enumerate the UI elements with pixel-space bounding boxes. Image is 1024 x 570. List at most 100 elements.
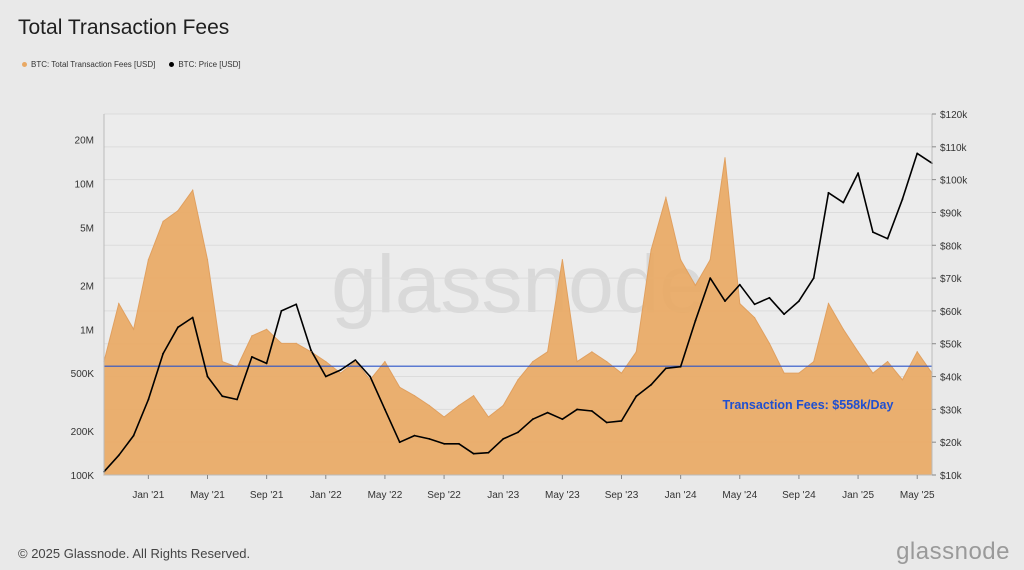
y-right-tick-label: $60k [940,307,963,318]
y-right-tick-label: $120k [940,110,968,121]
x-tick-label: Jan '22 [310,490,342,501]
data-point-fees [606,361,608,363]
data-point-fees [384,361,386,363]
y-left-tick-label: 100K [71,471,95,482]
data-point-fees [251,335,253,337]
data-point-fees [295,342,297,344]
data-point-price [517,431,519,434]
legend-label-price: BTC: Price [USD] [178,60,241,69]
data-point-fees [650,249,652,251]
data-point-fees [443,416,445,418]
data-point-price [369,375,371,378]
chart-title: Total Transaction Fees [18,16,230,39]
data-point-price [916,152,919,155]
data-point-price [458,442,460,445]
data-point-price [339,369,342,371]
y-left-tick-label: 5M [80,223,94,234]
legend: BTC: Total Transaction Fees [USD] BTC: P… [22,60,241,69]
data-point-fees [827,303,830,305]
data-point-fees [192,189,194,191]
data-point-fees [872,372,874,374]
data-point-fees [517,379,519,381]
data-point-price [886,237,889,240]
data-point-fees [413,395,416,397]
x-tick-label: Jan '24 [665,490,697,501]
y-left-tick-label: 1M [80,325,94,336]
data-point-price [738,283,741,286]
data-point-price [147,398,150,401]
data-point-price [384,408,386,411]
y-right-tick-label: $10k [940,471,963,482]
data-point-price [620,420,623,422]
data-point-price [827,191,830,194]
data-point-price [709,277,712,279]
y-right-tick-label: $70k [940,274,963,285]
data-point-fees [487,416,489,418]
data-point-fees [458,404,460,407]
data-point-fees [280,342,282,344]
data-point-price [221,395,224,398]
legend-item-fees[interactable]: BTC: Total Transaction Fees [USD] [22,60,155,69]
data-point-fees [857,351,859,353]
y-left-tick-label: 20M [75,136,94,147]
data-point-price [206,375,209,378]
data-point-price [798,300,800,302]
data-point-price [472,452,475,455]
data-point-price [694,319,697,322]
data-point-fees [813,361,815,363]
data-point-fees [354,361,356,363]
data-point-fees [887,361,889,363]
data-point-price [162,352,165,355]
y-right-tick-label: $100k [940,176,968,187]
data-point-price [295,303,298,306]
data-point-price [857,172,859,175]
data-point-fees [680,259,682,261]
data-point-price [236,398,239,401]
brand-logo: glassnode [896,538,1010,565]
y-left-tick-label: 2M [80,281,94,292]
legend-item-price[interactable]: BTC: Price [USD] [169,60,241,69]
data-point-fees [842,328,844,330]
data-point-price [635,395,638,398]
data-point-price [812,277,815,279]
data-point-fees [576,361,578,363]
y-right-tick-label: $80k [940,241,963,252]
data-point-price [132,434,135,437]
data-point-fees [739,303,741,305]
data-point-fees [236,366,238,368]
x-tick-label: Sep '23 [605,490,639,501]
y-right-tick-label: $110k [940,143,968,154]
data-point-fees [798,372,800,374]
data-point-price [901,198,904,201]
data-point-price [753,303,756,306]
data-point-price [591,410,593,412]
legend-swatch-fees [22,62,27,67]
data-point-fees [206,259,209,261]
data-point-price [576,408,578,411]
data-point-price [679,365,682,368]
data-point-fees [473,395,475,397]
data-point-price [117,454,120,457]
data-point-fees [221,361,223,363]
legend-label-fees: BTC: Total Transaction Fees [USD] [31,60,156,69]
y-left-tick-label: 200K [71,427,95,438]
y-right-tick-label: $20k [940,438,963,449]
data-point-fees [620,372,623,374]
data-point-fees [783,372,785,374]
data-point-price [324,375,327,378]
x-tick-label: May '22 [368,490,403,501]
data-point-fees [399,386,401,388]
data-point-price [398,441,401,444]
data-point-fees [162,220,164,222]
data-point-fees [635,351,637,353]
data-point-fees [133,328,135,330]
data-point-fees [709,259,711,261]
data-point-price [413,434,416,437]
x-tick-label: May '21 [190,490,225,501]
data-point-price [487,451,490,454]
data-point-price [783,313,785,316]
x-tick-label: Jan '21 [132,490,164,501]
x-tick-label: Sep '22 [427,490,461,501]
data-point-price [502,438,505,440]
